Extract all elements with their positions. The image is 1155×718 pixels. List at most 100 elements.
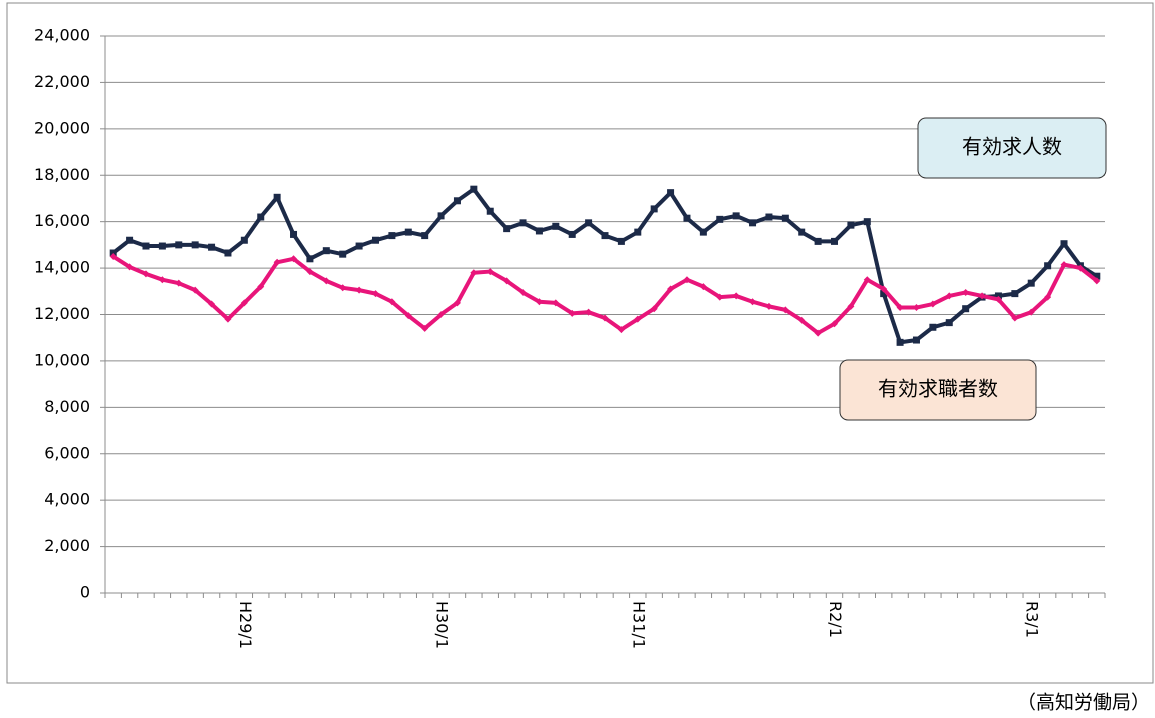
marker [519, 288, 527, 296]
marker [306, 268, 314, 276]
marker [191, 241, 199, 249]
marker [421, 232, 429, 240]
marker [486, 207, 494, 215]
marker [158, 276, 166, 284]
marker [863, 276, 871, 284]
marker [535, 227, 543, 235]
marker [175, 241, 183, 249]
marker [831, 320, 839, 328]
marker [798, 228, 806, 236]
marker [208, 300, 216, 308]
marker [371, 236, 379, 244]
marker [945, 319, 953, 327]
marker [519, 219, 527, 227]
marker [421, 324, 429, 332]
marker [322, 247, 330, 255]
marker [290, 255, 298, 263]
marker [453, 197, 461, 205]
marker [191, 286, 199, 294]
marker [568, 309, 576, 317]
marker [126, 263, 134, 271]
marker [749, 298, 757, 306]
y-tick-label: 12,000 [34, 304, 90, 323]
marker [814, 329, 822, 337]
marker [273, 193, 281, 201]
marker [683, 276, 691, 284]
marker [847, 221, 855, 229]
marker [257, 213, 265, 221]
marker [175, 279, 183, 287]
marker [880, 285, 888, 293]
marker [535, 298, 543, 306]
marker [912, 336, 920, 344]
marker [650, 205, 658, 213]
marker [306, 255, 314, 263]
marker [781, 306, 789, 314]
y-tick-label: 22,000 [34, 72, 90, 91]
source-note: （高知労働局） [1017, 692, 1150, 714]
legend-label: 有効求職者数 [878, 377, 998, 401]
marker [699, 283, 707, 291]
y-tick-label: 24,000 [34, 26, 90, 45]
marker [667, 285, 675, 293]
marker [1027, 279, 1035, 287]
marker [585, 308, 593, 316]
marker [929, 323, 937, 331]
marker [601, 314, 609, 322]
marker [962, 288, 970, 296]
marker [240, 299, 248, 307]
y-tick-label: 4,000 [44, 490, 90, 509]
marker [158, 242, 166, 250]
marker [962, 305, 970, 313]
legend-label: 有効求人数 [962, 135, 1062, 159]
marker [404, 312, 412, 320]
marker [355, 242, 363, 250]
marker [732, 212, 740, 220]
marker [1060, 240, 1068, 248]
marker [437, 311, 445, 318]
marker [716, 293, 724, 301]
y-tick-label: 2,000 [44, 536, 90, 555]
marker [339, 284, 347, 292]
marker [1093, 277, 1101, 285]
marker [273, 258, 281, 266]
y-tick-label: 8,000 [44, 397, 90, 416]
marker [224, 249, 232, 257]
marker [453, 299, 461, 307]
marker [503, 225, 511, 233]
x-tick-label: H31/1 [629, 601, 648, 649]
marker [109, 252, 117, 260]
marker [667, 189, 675, 197]
marker [404, 228, 412, 236]
marker [470, 185, 478, 193]
marker [388, 298, 396, 306]
marker [601, 232, 609, 240]
marker [126, 236, 134, 244]
y-tick-label: 6,000 [44, 443, 90, 462]
marker [1011, 314, 1019, 322]
marker [896, 304, 904, 312]
y-tick-label: 20,000 [34, 118, 90, 137]
marker [781, 214, 789, 222]
x-tick-label: R3/1 [1023, 601, 1042, 638]
marker [552, 299, 560, 307]
marker [945, 292, 953, 300]
marker [568, 230, 576, 238]
marker [765, 213, 773, 221]
marker [290, 230, 298, 238]
marker [749, 219, 757, 227]
marker [470, 269, 478, 277]
marker [831, 237, 839, 245]
y-tick-label: 16,000 [34, 211, 90, 230]
marker [847, 302, 855, 310]
marker [1044, 262, 1052, 270]
marker [1060, 261, 1068, 269]
marker [371, 290, 379, 298]
marker [224, 315, 232, 323]
y-tick-label: 10,000 [34, 350, 90, 369]
marker [322, 277, 330, 285]
marker [617, 237, 625, 245]
marker [503, 277, 511, 285]
